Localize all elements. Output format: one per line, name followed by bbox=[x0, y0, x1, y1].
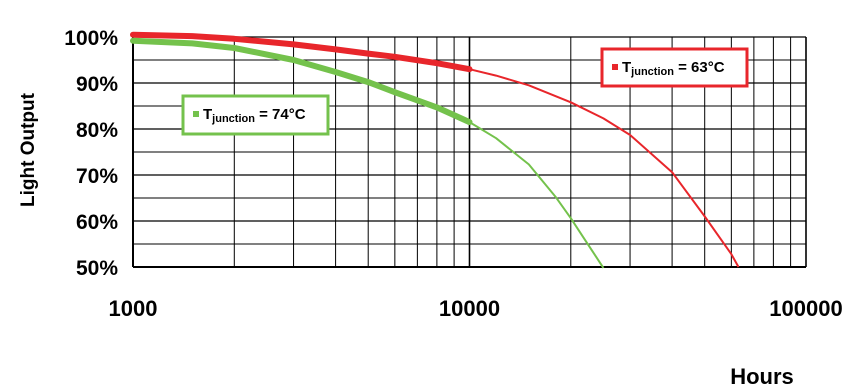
x-tick-label: 1000 bbox=[109, 296, 158, 321]
legend-box-63c bbox=[600, 47, 749, 88]
x-tick-label: 10000 bbox=[439, 296, 500, 321]
series-layer bbox=[130, 31, 740, 269]
y-tick-label: 50% bbox=[76, 257, 118, 280]
series-74c bbox=[130, 37, 605, 269]
y-tick-label: 80% bbox=[76, 119, 118, 142]
legend-74c: Tjunction = 74°C bbox=[181, 94, 330, 136]
x-tick-labels: 1000 10000 100000 bbox=[109, 296, 843, 321]
series-line-measured bbox=[130, 37, 473, 126]
series-line-extrapolated bbox=[468, 121, 605, 269]
series-63c bbox=[130, 31, 740, 268]
legend-label-63c: Tjunction = 63°C bbox=[622, 59, 725, 78]
legend-74c-sub: junction bbox=[211, 113, 255, 125]
legend-63c: Tjunction = 63°C bbox=[600, 47, 749, 88]
legend-63c-sub: junction bbox=[630, 66, 674, 78]
legend-74c-rest: = 74°C bbox=[255, 106, 306, 123]
legend-label-74c: Tjunction = 74°C bbox=[203, 106, 306, 125]
y-axis-label: Light Output bbox=[18, 92, 39, 207]
legend-swatch-63c bbox=[612, 64, 618, 70]
x-tick-label: 100000 bbox=[769, 296, 842, 321]
y-tick-labels: 50% 60% 70% 80% 90% 100% bbox=[64, 27, 118, 280]
series-line-measured bbox=[130, 31, 473, 73]
y-tick-label: 90% bbox=[76, 73, 118, 96]
legend-63c-main: T bbox=[622, 59, 631, 76]
y-tick-label: 70% bbox=[76, 165, 118, 188]
series-line-extrapolated bbox=[469, 68, 740, 268]
legend-box-74c bbox=[181, 94, 330, 136]
legend-74c-main: T bbox=[203, 106, 212, 123]
legend-swatch-74c bbox=[193, 111, 199, 117]
x-axis-label: Hours bbox=[730, 364, 794, 389]
y-tick-label: 100% bbox=[64, 27, 118, 50]
y-tick-label: 60% bbox=[76, 211, 118, 234]
legend-63c-rest: = 63°C bbox=[674, 59, 725, 76]
